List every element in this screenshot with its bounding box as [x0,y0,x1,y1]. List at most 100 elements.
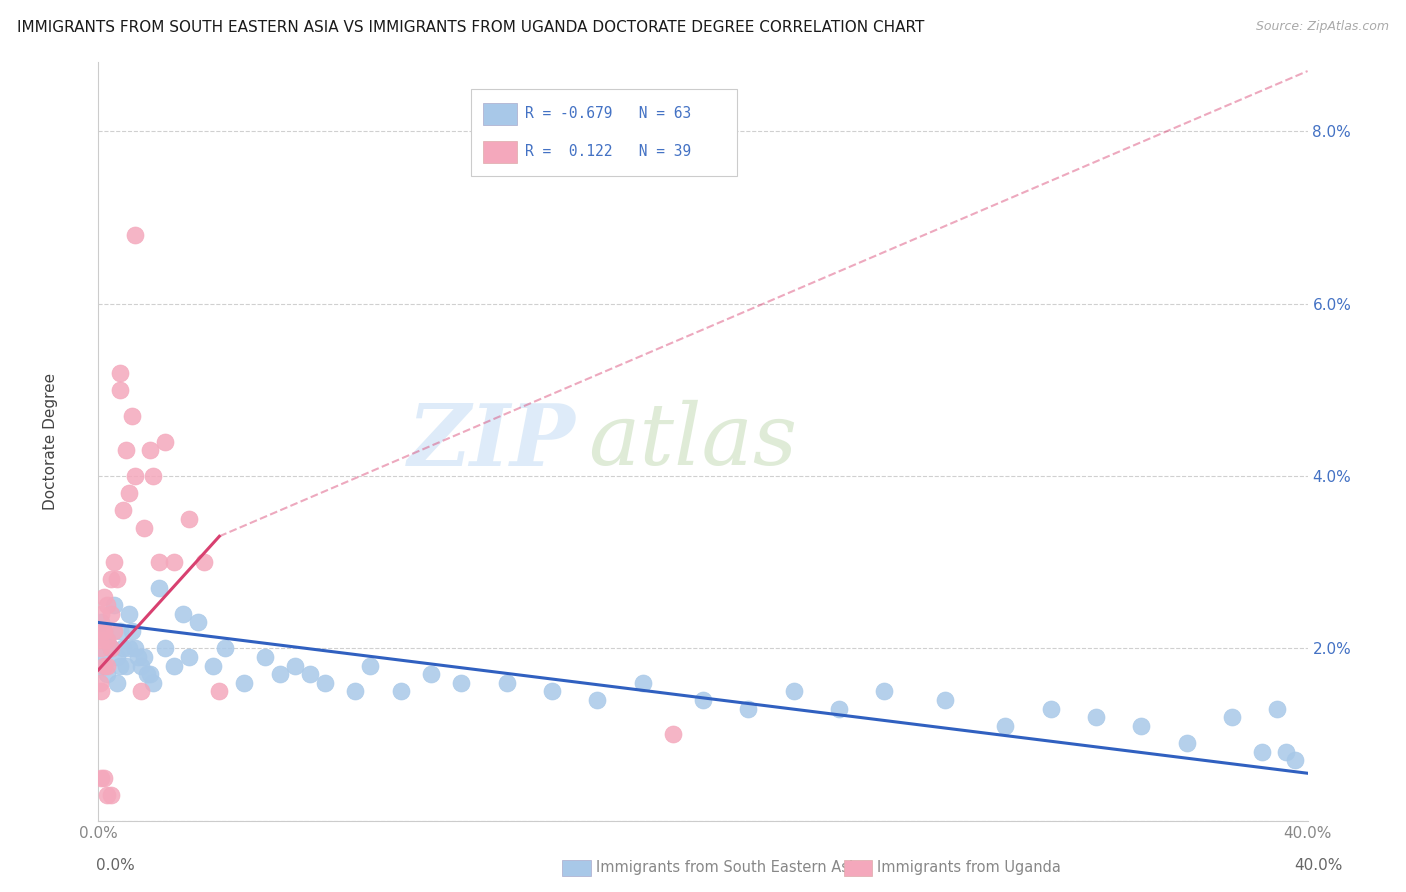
Point [450,675,472,690]
Point [193,555,215,569]
Point [96,658,118,673]
Point [103,555,125,569]
Point [540,684,562,698]
Point [121,409,143,423]
Point [179,649,201,664]
Point [179,512,201,526]
Point [129,684,152,698]
Point [1175,736,1198,750]
Point [114,658,136,673]
Point [495,675,517,690]
Point [344,684,367,698]
Point [253,649,276,664]
Point [103,599,125,613]
Text: IMMIGRANTS FROM SOUTH EASTERN ASIA VS IMMIGRANTS FROM UGANDA DOCTORATE DEGREE CO: IMMIGRANTS FROM SOUTH EASTERN ASIA VS IM… [17,20,924,35]
Point [1085,710,1108,724]
Text: Immigrants from South Eastern Asia: Immigrants from South Eastern Asia [596,861,862,875]
Point [90,607,112,621]
Point [783,684,806,698]
Point [586,693,609,707]
Text: R = -0.679   N = 63: R = -0.679 N = 63 [526,106,692,121]
Point [89,632,111,647]
Point [93,658,115,673]
Point [90,684,112,698]
Text: R =  0.122   N = 39: R = 0.122 N = 39 [526,145,692,160]
Point [148,581,170,595]
Point [284,658,307,673]
Point [90,649,112,664]
Point [1267,701,1289,715]
Point [124,227,146,242]
Point [994,719,1017,733]
Point [127,649,149,664]
Point [163,658,186,673]
Point [124,641,146,656]
Point [96,599,118,613]
Point [118,607,141,621]
Point [121,624,143,639]
Point [114,443,136,458]
Point [1130,719,1153,733]
Point [661,727,683,741]
Point [360,658,382,673]
Point [214,641,236,656]
Point [118,641,141,656]
Point [100,788,122,802]
Point [163,555,186,569]
Point [153,641,176,656]
Point [828,701,851,715]
Point [93,590,115,604]
Point [1251,745,1274,759]
Point [100,641,122,656]
Point [118,486,141,500]
Text: Doctorate Degree: Doctorate Degree [42,373,58,510]
Text: Source: ZipAtlas.com: Source: ZipAtlas.com [1256,20,1389,33]
Point [132,521,155,535]
Point [232,675,254,690]
Point [103,624,125,639]
Point [108,366,131,380]
Point [90,615,112,630]
Text: Immigrants from Uganda: Immigrants from Uganda [877,861,1062,875]
Point [108,383,131,397]
Point [135,667,157,681]
Point [139,443,162,458]
Point [124,469,146,483]
Point [93,624,115,639]
Point [187,615,209,630]
Point [631,675,654,690]
Point [90,771,112,785]
Bar [482,103,517,126]
Point [142,469,165,483]
Point [873,684,896,698]
Point [692,693,714,707]
Point [1039,701,1062,715]
Point [100,607,122,621]
Point [93,658,115,673]
Point [142,675,165,690]
Point [93,624,115,639]
Text: ZIP: ZIP [408,400,576,483]
Point [737,701,759,715]
Point [105,649,128,664]
Point [934,693,956,707]
Point [96,632,118,647]
Point [148,555,170,569]
Point [96,667,118,681]
Point [108,624,131,639]
Point [96,632,118,647]
Text: atlas: atlas [588,401,797,483]
Point [111,641,134,656]
Point [91,624,114,639]
Point [208,684,231,698]
Point [1284,753,1306,767]
Bar [482,141,517,163]
Point [111,503,134,517]
Point [172,607,194,621]
Point [89,675,111,690]
Text: 0.0%: 0.0% [96,858,135,872]
Point [132,649,155,664]
FancyBboxPatch shape [471,89,737,177]
Point [1220,710,1243,724]
Point [100,573,122,587]
